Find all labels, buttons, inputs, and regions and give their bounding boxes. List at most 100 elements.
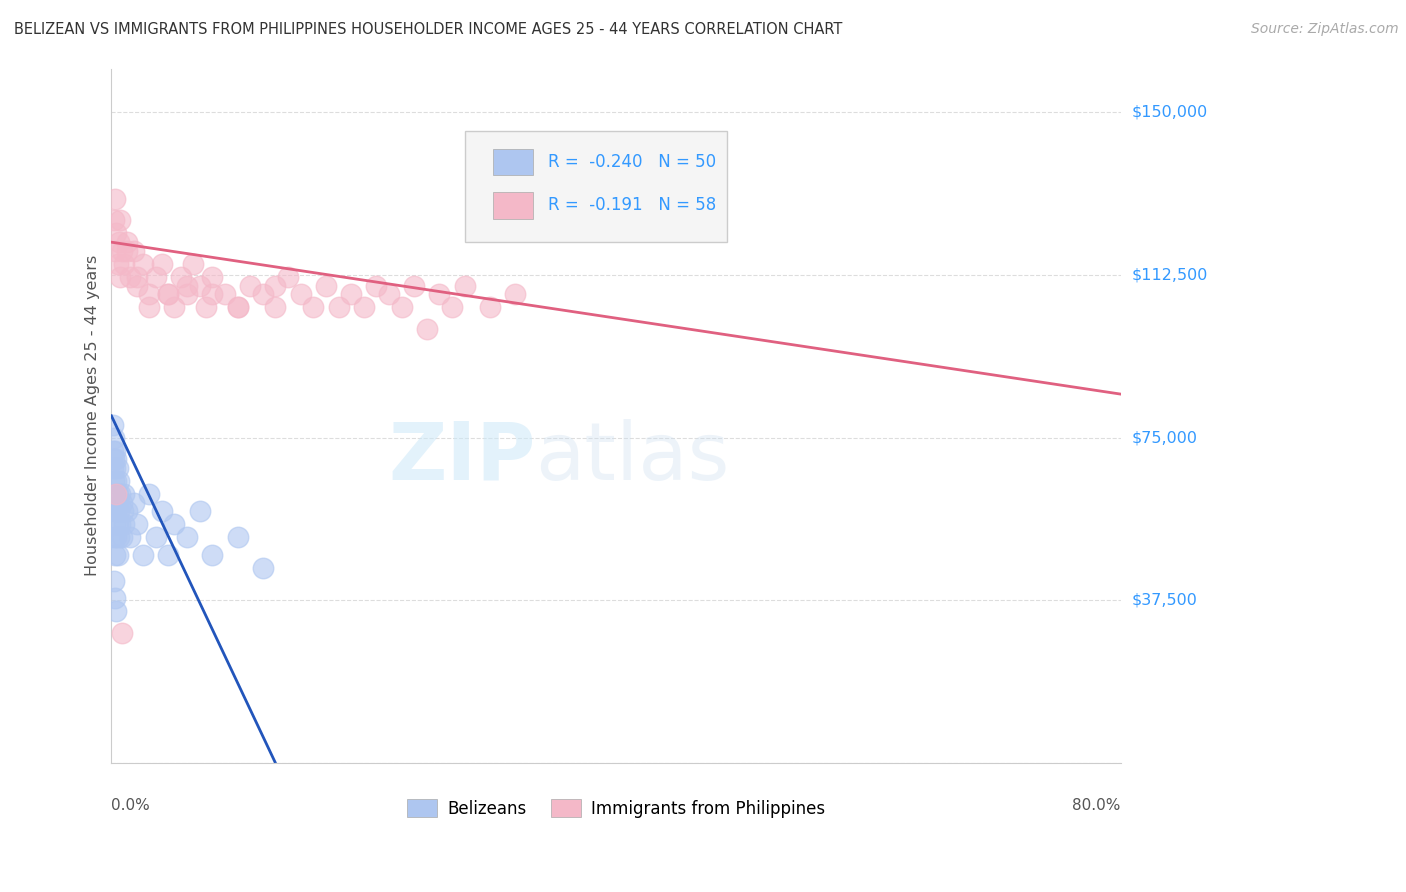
Point — [108, 530, 131, 544]
Point — [112, 257, 135, 271]
Point — [315, 278, 337, 293]
Point — [188, 278, 211, 293]
Point — [103, 431, 125, 445]
Point — [125, 278, 148, 293]
Point — [122, 244, 145, 258]
Point — [239, 278, 262, 293]
FancyBboxPatch shape — [464, 131, 727, 242]
Point — [110, 530, 132, 544]
Point — [108, 235, 131, 249]
Point — [104, 244, 127, 258]
Point — [290, 287, 312, 301]
Point — [503, 287, 526, 301]
Point — [138, 287, 160, 301]
Point — [125, 269, 148, 284]
Point — [132, 548, 155, 562]
Point — [214, 287, 236, 301]
Text: $75,000: $75,000 — [1132, 430, 1198, 445]
Point — [183, 257, 205, 271]
Point — [125, 517, 148, 532]
Point — [252, 287, 274, 301]
Text: R =  -0.240   N = 50: R = -0.240 N = 50 — [548, 153, 717, 171]
Point — [103, 213, 125, 227]
FancyBboxPatch shape — [494, 192, 533, 219]
Point — [110, 213, 132, 227]
Point — [132, 257, 155, 271]
Point — [226, 300, 249, 314]
Point — [105, 487, 128, 501]
Point — [138, 487, 160, 501]
Point — [226, 300, 249, 314]
Point — [163, 300, 186, 314]
Point — [150, 504, 173, 518]
Point — [201, 287, 224, 301]
Point — [108, 474, 131, 488]
Point — [110, 269, 132, 284]
Point — [110, 626, 132, 640]
Point — [103, 474, 125, 488]
Point — [104, 591, 127, 606]
Point — [101, 496, 124, 510]
Legend: Belizeans, Immigrants from Philippines: Belizeans, Immigrants from Philippines — [401, 793, 832, 824]
Text: Source: ZipAtlas.com: Source: ZipAtlas.com — [1251, 22, 1399, 37]
Point — [201, 269, 224, 284]
Point — [188, 504, 211, 518]
Point — [176, 287, 198, 301]
Point — [103, 504, 125, 518]
Point — [103, 452, 125, 467]
Point — [104, 461, 127, 475]
Point — [366, 278, 388, 293]
Point — [145, 530, 167, 544]
Point — [112, 487, 135, 501]
Point — [105, 474, 128, 488]
Point — [104, 443, 127, 458]
Point — [107, 461, 129, 475]
Point — [120, 530, 142, 544]
Text: 80.0%: 80.0% — [1073, 797, 1121, 813]
Point — [105, 452, 128, 467]
Point — [478, 300, 501, 314]
Point — [103, 574, 125, 588]
Y-axis label: Householder Income Ages 25 - 44 years: Householder Income Ages 25 - 44 years — [86, 255, 100, 576]
Point — [107, 548, 129, 562]
Point — [107, 487, 129, 501]
Text: R =  -0.191   N = 58: R = -0.191 N = 58 — [548, 196, 717, 214]
Text: BELIZEAN VS IMMIGRANTS FROM PHILIPPINES HOUSEHOLDER INCOME AGES 25 - 44 YEARS CO: BELIZEAN VS IMMIGRANTS FROM PHILIPPINES … — [14, 22, 842, 37]
Point — [105, 604, 128, 618]
Point — [441, 300, 464, 314]
Point — [101, 461, 124, 475]
Point — [112, 517, 135, 532]
Point — [115, 235, 138, 249]
Point — [104, 487, 127, 501]
Point — [101, 417, 124, 432]
Point — [122, 496, 145, 510]
Point — [453, 278, 475, 293]
Point — [391, 300, 413, 314]
Point — [104, 517, 127, 532]
Text: $112,500: $112,500 — [1132, 268, 1208, 282]
Point — [150, 257, 173, 271]
Text: atlas: atlas — [536, 418, 730, 497]
Point — [226, 530, 249, 544]
Point — [104, 548, 127, 562]
Point — [157, 287, 180, 301]
Text: ZIP: ZIP — [388, 418, 536, 497]
Point — [264, 278, 287, 293]
Point — [105, 530, 128, 544]
Point — [201, 548, 224, 562]
Point — [340, 287, 363, 301]
Point — [110, 244, 132, 258]
Point — [105, 504, 128, 518]
FancyBboxPatch shape — [494, 149, 533, 176]
Point — [328, 300, 350, 314]
Point — [157, 548, 180, 562]
Point — [101, 443, 124, 458]
Point — [107, 257, 129, 271]
Point — [157, 287, 180, 301]
Point — [378, 287, 401, 301]
Point — [110, 517, 132, 532]
Point — [110, 487, 132, 501]
Point — [105, 227, 128, 241]
Point — [120, 269, 142, 284]
Text: $150,000: $150,000 — [1132, 104, 1208, 120]
